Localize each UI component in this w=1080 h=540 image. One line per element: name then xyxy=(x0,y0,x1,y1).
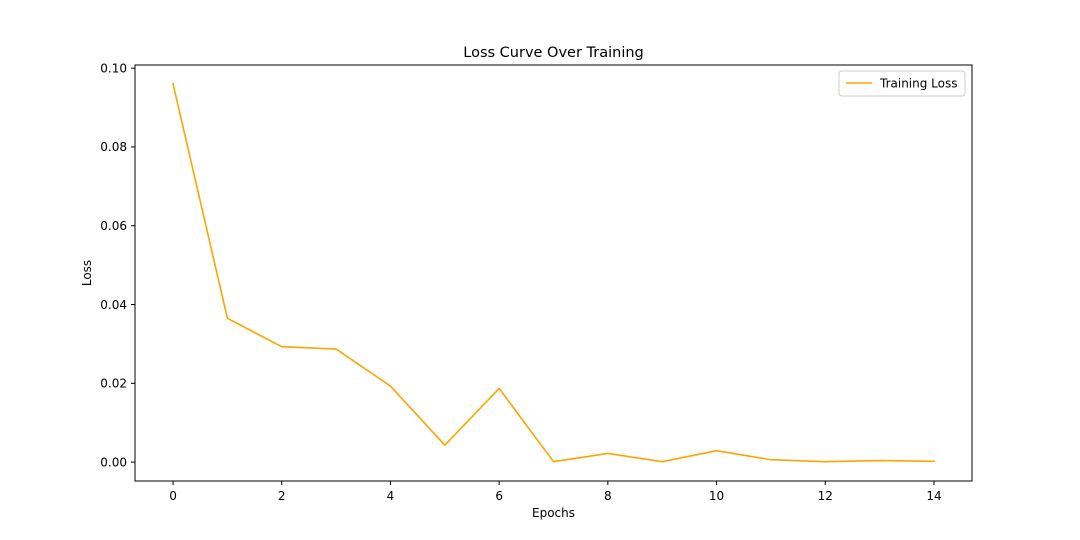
y-tick-label: 0.00 xyxy=(100,455,127,469)
plot-series xyxy=(172,82,935,463)
legend: Training Loss xyxy=(838,70,966,97)
x-tick-label: 8 xyxy=(604,489,612,503)
legend-label-training-loss: Training Loss xyxy=(879,77,957,91)
y-axis: 0.00 0.02 0.04 0.06 0.08 0.10 xyxy=(100,61,135,469)
legend-box xyxy=(838,70,966,97)
x-tick-label: 10 xyxy=(709,489,724,503)
y-tick-label: 0.10 xyxy=(100,61,127,75)
x-tick-label: 2 xyxy=(278,489,286,503)
x-tick-label: 0 xyxy=(169,489,177,503)
x-axis: 0 2 4 6 8 10 12 14 xyxy=(169,481,942,503)
y-tick-label: 0.04 xyxy=(100,298,127,312)
x-tick-label: 6 xyxy=(495,489,503,503)
y-tick-label: 0.06 xyxy=(100,219,127,233)
x-axis-label: Epochs xyxy=(532,506,575,520)
plot-frame xyxy=(134,64,973,482)
y-tick-label: 0.02 xyxy=(100,377,127,391)
chart-title: Loss Curve Over Training xyxy=(463,45,644,61)
y-tick-label: 0.08 xyxy=(100,140,127,154)
x-tick-label: 4 xyxy=(387,489,395,503)
series-line-training-loss xyxy=(172,82,935,463)
x-tick-label: 14 xyxy=(926,489,941,503)
x-tick-label: 12 xyxy=(818,489,833,503)
y-axis-label: Loss xyxy=(80,260,94,286)
